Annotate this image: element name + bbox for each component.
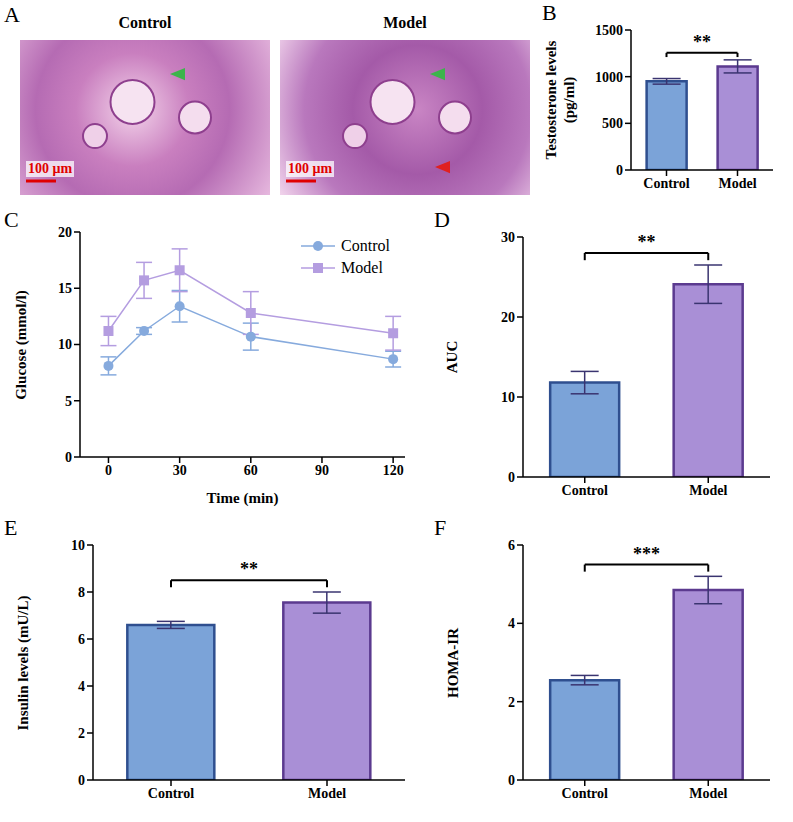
svg-text:Model: Model bbox=[308, 786, 346, 801]
html-text:Control: Control bbox=[118, 14, 172, 31]
svg-text:8: 8 bbox=[78, 585, 85, 600]
svg-text:0: 0 bbox=[105, 463, 112, 478]
html-text:Model: Model bbox=[383, 14, 427, 31]
svg-text:20: 20 bbox=[501, 310, 515, 325]
svg-text:0: 0 bbox=[508, 773, 515, 788]
html-text:HOMA-IR: HOMA-IR bbox=[444, 627, 460, 698]
svg-text:Control: Control bbox=[562, 786, 609, 801]
svg-text:Model: Model bbox=[689, 786, 727, 801]
svg-text:6: 6 bbox=[508, 538, 515, 553]
svg-text:2: 2 bbox=[508, 695, 515, 710]
svg-text:1000: 1000 bbox=[595, 70, 623, 85]
svg-text:500: 500 bbox=[602, 116, 623, 131]
html-text:100 μm: 100 μm bbox=[28, 161, 73, 176]
svg-text:Time (min): Time (min) bbox=[207, 490, 279, 507]
svg-text:0: 0 bbox=[616, 163, 623, 178]
html-text:F: F bbox=[434, 515, 447, 540]
html-text:Glucose (mmol/l): Glucose (mmol/l) bbox=[12, 289, 28, 400]
svg-text:0: 0 bbox=[65, 450, 72, 465]
svg-text:20: 20 bbox=[58, 225, 72, 240]
html-text:Model: Model bbox=[341, 259, 383, 276]
svg-text:4: 4 bbox=[78, 679, 85, 694]
html-text:Control: Control bbox=[341, 237, 390, 254]
svg-text:2: 2 bbox=[78, 726, 85, 741]
html-text:AUC: AUC bbox=[444, 340, 460, 374]
svg-text:60: 60 bbox=[244, 463, 258, 478]
svg-text:Control: Control bbox=[643, 176, 690, 191]
html-text:Testosterone levels (pg/ml): Testosterone levels (pg/ml) bbox=[543, 40, 577, 160]
svg-text:**: ** bbox=[240, 559, 258, 579]
svg-text:5: 5 bbox=[65, 394, 72, 409]
svg-text:15: 15 bbox=[58, 281, 72, 296]
svg-text:30: 30 bbox=[173, 463, 187, 478]
svg-text:0: 0 bbox=[508, 470, 515, 485]
svg-text:0: 0 bbox=[78, 773, 85, 788]
svg-text:30: 30 bbox=[501, 230, 515, 245]
html-text:Insulin levels (mU/L): Insulin levels (mU/L) bbox=[14, 595, 30, 730]
html-text:A: A bbox=[4, 2, 20, 27]
svg-text:1500: 1500 bbox=[595, 23, 623, 38]
svg-text:90: 90 bbox=[315, 463, 329, 478]
svg-text:**: ** bbox=[638, 232, 656, 252]
svg-text:**: ** bbox=[693, 32, 711, 52]
svg-text:6: 6 bbox=[78, 632, 85, 647]
html-text:E: E bbox=[4, 515, 18, 540]
svg-text:4: 4 bbox=[508, 616, 515, 631]
svg-text:***: *** bbox=[633, 544, 660, 564]
svg-text:10: 10 bbox=[58, 337, 72, 352]
svg-text:120: 120 bbox=[383, 463, 404, 478]
svg-text:10: 10 bbox=[501, 390, 515, 405]
html-text:B: B bbox=[542, 0, 557, 25]
svg-text:Model: Model bbox=[689, 483, 727, 498]
svg-text:Control: Control bbox=[562, 483, 609, 498]
svg-text:Model: Model bbox=[718, 176, 756, 191]
svg-text:Control: Control bbox=[148, 786, 195, 801]
svg-text:10: 10 bbox=[71, 538, 85, 553]
html-text:D: D bbox=[434, 207, 450, 232]
html-text:C: C bbox=[4, 207, 19, 232]
html-text:100 μm: 100 μm bbox=[288, 161, 333, 176]
